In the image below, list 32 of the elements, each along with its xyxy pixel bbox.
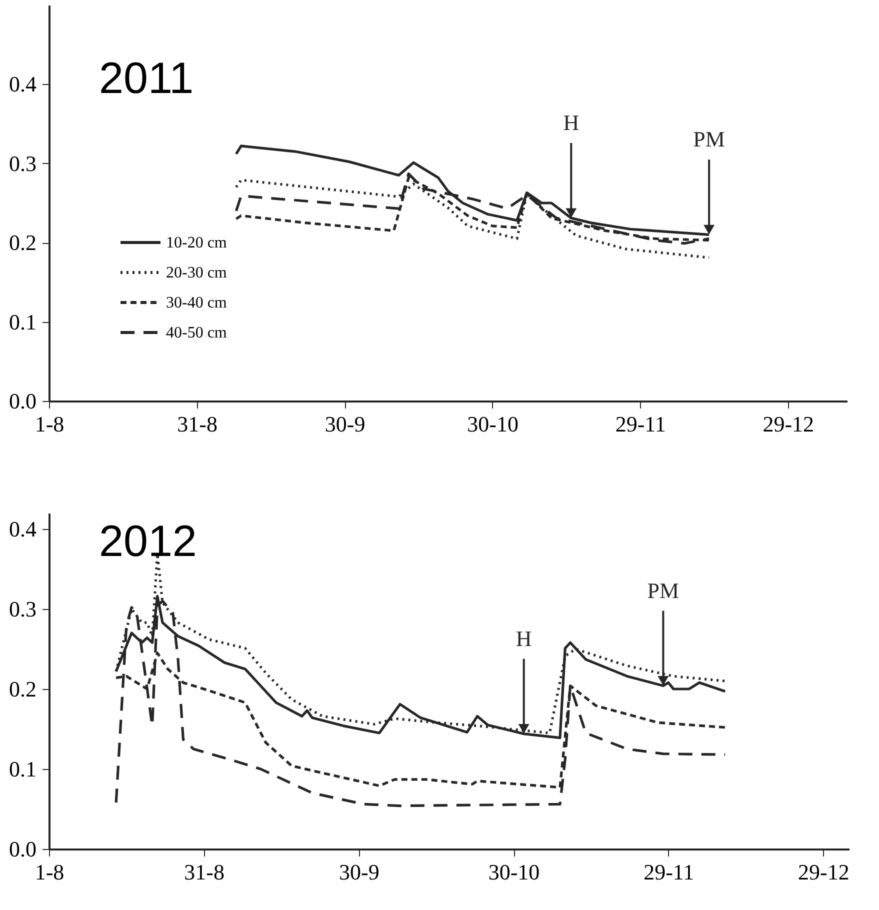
chart-title: 2012: [99, 517, 197, 566]
x-tick-label: 30-9: [324, 412, 366, 436]
annotation: H: [563, 110, 580, 136]
x-tick-label: 29-12: [762, 412, 814, 436]
annotation: PM: [693, 126, 725, 152]
y-tick-label: 0.1: [9, 756, 36, 782]
x-tick-label: 29-11: [644, 860, 694, 884]
y-tick-label: 0.4: [9, 516, 36, 542]
y-tick-label: 0.0: [9, 836, 36, 862]
legend-label: 10-20 cm: [166, 234, 228, 252]
x-tick-label: 29-11: [615, 412, 666, 436]
x-tick-label: 31-8: [184, 860, 225, 884]
y-tick-label: 0.4: [9, 72, 36, 97]
x-tick-label: 1-8: [34, 860, 64, 884]
y-tick-label: 0.3: [9, 596, 36, 622]
x-tick-label: 29-12: [798, 860, 850, 884]
y-tick-label: 0.2: [9, 230, 36, 256]
text: 2011: [99, 54, 194, 103]
x-tick-label: 30-10: [467, 412, 518, 436]
x-tick-label: 30-10: [488, 860, 540, 884]
legend-label: 40-50 cm: [166, 324, 228, 342]
y-tick-label: 0.0: [9, 388, 36, 414]
y-tick-label: 0.1: [9, 309, 36, 334]
y-tick-label: 0.3: [9, 150, 36, 176]
annotation: PM: [647, 578, 680, 603]
x-tick-label: 30-9: [339, 860, 380, 884]
annotation: H: [516, 626, 532, 651]
x-tick-label: 1-8: [34, 412, 64, 436]
legend-label: 30-40 cm: [166, 294, 228, 312]
x-tick-label: 31-8: [177, 412, 218, 436]
y-tick-label: 0.2: [9, 676, 36, 702]
legend-label: 20-30 cm: [166, 264, 228, 282]
